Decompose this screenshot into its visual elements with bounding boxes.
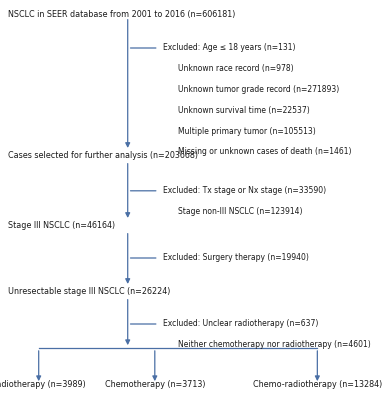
Text: Unresectable stage III NSCLC (n=26224): Unresectable stage III NSCLC (n=26224) — [8, 288, 170, 296]
Text: Stage III NSCLC (n=46164): Stage III NSCLC (n=46164) — [8, 222, 115, 230]
Text: Unknown tumor grade record (n=271893): Unknown tumor grade record (n=271893) — [178, 85, 339, 94]
Text: Radiotherapy (n=3989): Radiotherapy (n=3989) — [0, 380, 86, 389]
Text: Chemotherapy (n=3713): Chemotherapy (n=3713) — [104, 380, 205, 389]
Text: Excluded: Age ≤ 18 years (n=131): Excluded: Age ≤ 18 years (n=131) — [163, 44, 295, 52]
Text: Chemo-radiotherapy (n=13284): Chemo-radiotherapy (n=13284) — [253, 380, 382, 389]
Text: Neither chemotherapy nor radiotherapy (n=4601): Neither chemotherapy nor radiotherapy (n… — [178, 340, 371, 349]
Text: Excluded: Tx stage or Nx stage (n=33590): Excluded: Tx stage or Nx stage (n=33590) — [163, 186, 326, 195]
Text: Cases selected for further analysis (n=203668): Cases selected for further analysis (n=2… — [8, 152, 198, 160]
Text: NSCLC in SEER database from 2001 to 2016 (n=606181): NSCLC in SEER database from 2001 to 2016… — [8, 10, 235, 18]
Text: Excluded: Surgery therapy (n=19940): Excluded: Surgery therapy (n=19940) — [163, 254, 308, 262]
Text: Missing or unknown cases of death (n=1461): Missing or unknown cases of death (n=146… — [178, 148, 351, 156]
Text: Multiple primary tumor (n=105513): Multiple primary tumor (n=105513) — [178, 127, 316, 136]
Text: Unknown survival time (n=22537): Unknown survival time (n=22537) — [178, 106, 310, 115]
Text: Excluded: Unclear radiotherapy (n=637): Excluded: Unclear radiotherapy (n=637) — [163, 320, 318, 328]
Text: Stage non-III NSCLC (n=123914): Stage non-III NSCLC (n=123914) — [178, 207, 303, 216]
Text: Unknown race record (n=978): Unknown race record (n=978) — [178, 64, 294, 73]
